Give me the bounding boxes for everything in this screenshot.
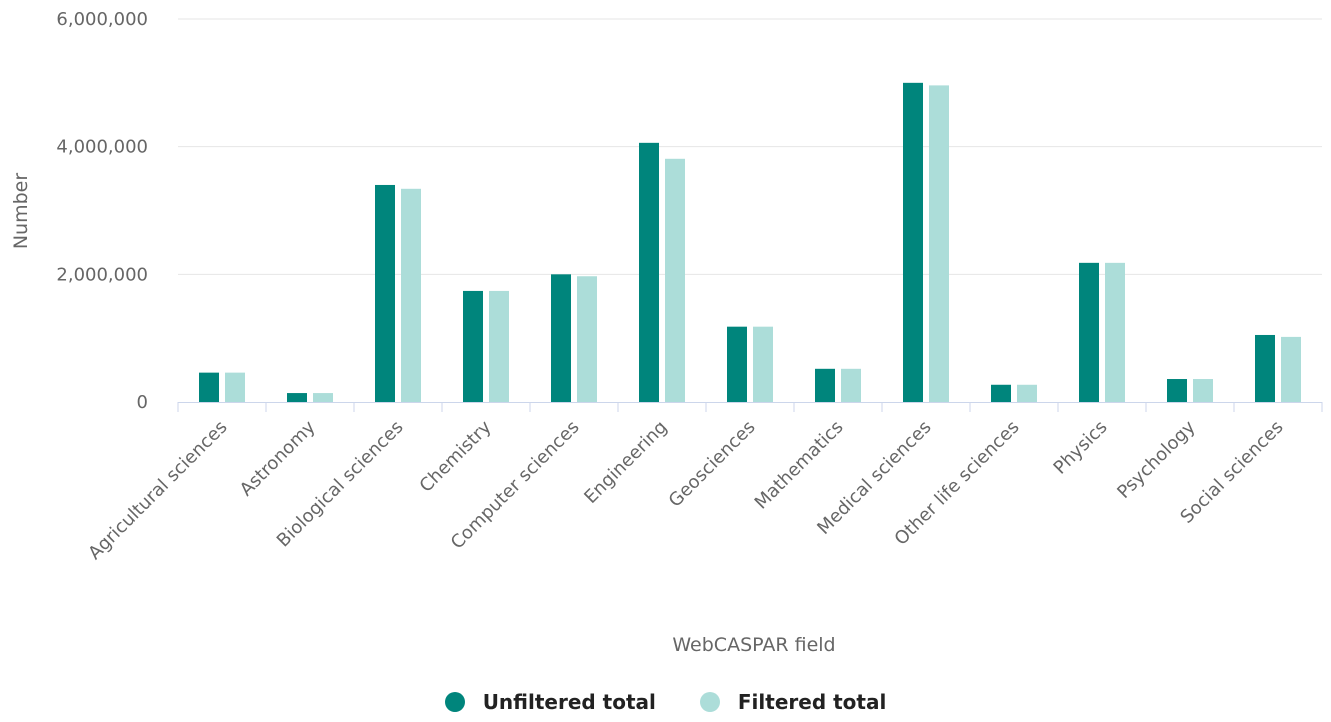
y-axis-ticks: 0 2,000,000 4,000,000 6,000,000 [56, 9, 148, 413]
bar[interactable] [225, 372, 245, 402]
y-axis-title: Number [10, 173, 32, 250]
bar[interactable] [199, 372, 219, 402]
x-tick-label: Physics [1050, 417, 1112, 479]
y-tick-label: 4,000,000 [56, 137, 148, 158]
bar[interactable] [1017, 384, 1037, 402]
bar[interactable] [375, 184, 395, 402]
x-tick-label: Geosciences [665, 417, 760, 512]
bar[interactable] [1255, 334, 1275, 402]
x-tick-label: Agricultural sciences [84, 417, 231, 564]
legend-item-filtered[interactable]: Filtered total [699, 690, 887, 714]
bar[interactable] [401, 188, 421, 402]
bar[interactable] [1193, 379, 1213, 402]
bar[interactable] [991, 384, 1011, 402]
bar[interactable] [929, 85, 949, 403]
x-tick-label: Chemistry [416, 416, 496, 496]
bars [199, 82, 1301, 403]
y-tick-label: 2,000,000 [56, 264, 148, 285]
legend-swatch-filtered [699, 692, 720, 712]
legend-label-unfiltered: Unfiltered total [482, 690, 656, 714]
bar[interactable] [1167, 379, 1187, 402]
bar[interactable] [313, 393, 333, 402]
bar[interactable] [903, 82, 923, 402]
bar[interactable] [753, 326, 773, 402]
bar[interactable] [489, 290, 509, 402]
bar[interactable] [577, 276, 597, 402]
legend-label-filtered: Filtered total [737, 690, 887, 714]
x-tick-label: Engineering [580, 417, 671, 508]
bar[interactable] [815, 368, 835, 402]
bar-chart: 0 2,000,000 4,000,000 6,000,000 Agricultura… [10, 9, 1323, 656]
x-axis-title: WebCASPAR field [672, 634, 835, 656]
bar[interactable] [1105, 262, 1125, 402]
bar[interactable] [287, 393, 307, 402]
y-tick-label: 6,000,000 [56, 9, 148, 30]
x-tick-label: Mathematics [751, 417, 848, 514]
x-tick-label: Astronomy [236, 416, 320, 500]
bar[interactable] [665, 158, 685, 402]
legend: Unfiltered total Filtered total [0, 690, 1331, 714]
x-tick-label: Psychology [1113, 416, 1199, 502]
legend-item-unfiltered[interactable]: Unfiltered total [444, 690, 656, 714]
legend-swatch-unfiltered [444, 692, 465, 712]
gridlines [178, 18, 1322, 275]
bar[interactable] [727, 326, 747, 402]
y-tick-label: 0 [137, 392, 148, 413]
bar[interactable] [841, 368, 861, 402]
x-axis-ticks: Agricultural sciences AstronomyBiological… [84, 402, 1323, 564]
bar[interactable] [1281, 336, 1301, 402]
bar[interactable] [463, 290, 483, 402]
bar[interactable] [639, 142, 659, 402]
bar[interactable] [1079, 262, 1099, 402]
bar[interactable] [551, 274, 571, 402]
